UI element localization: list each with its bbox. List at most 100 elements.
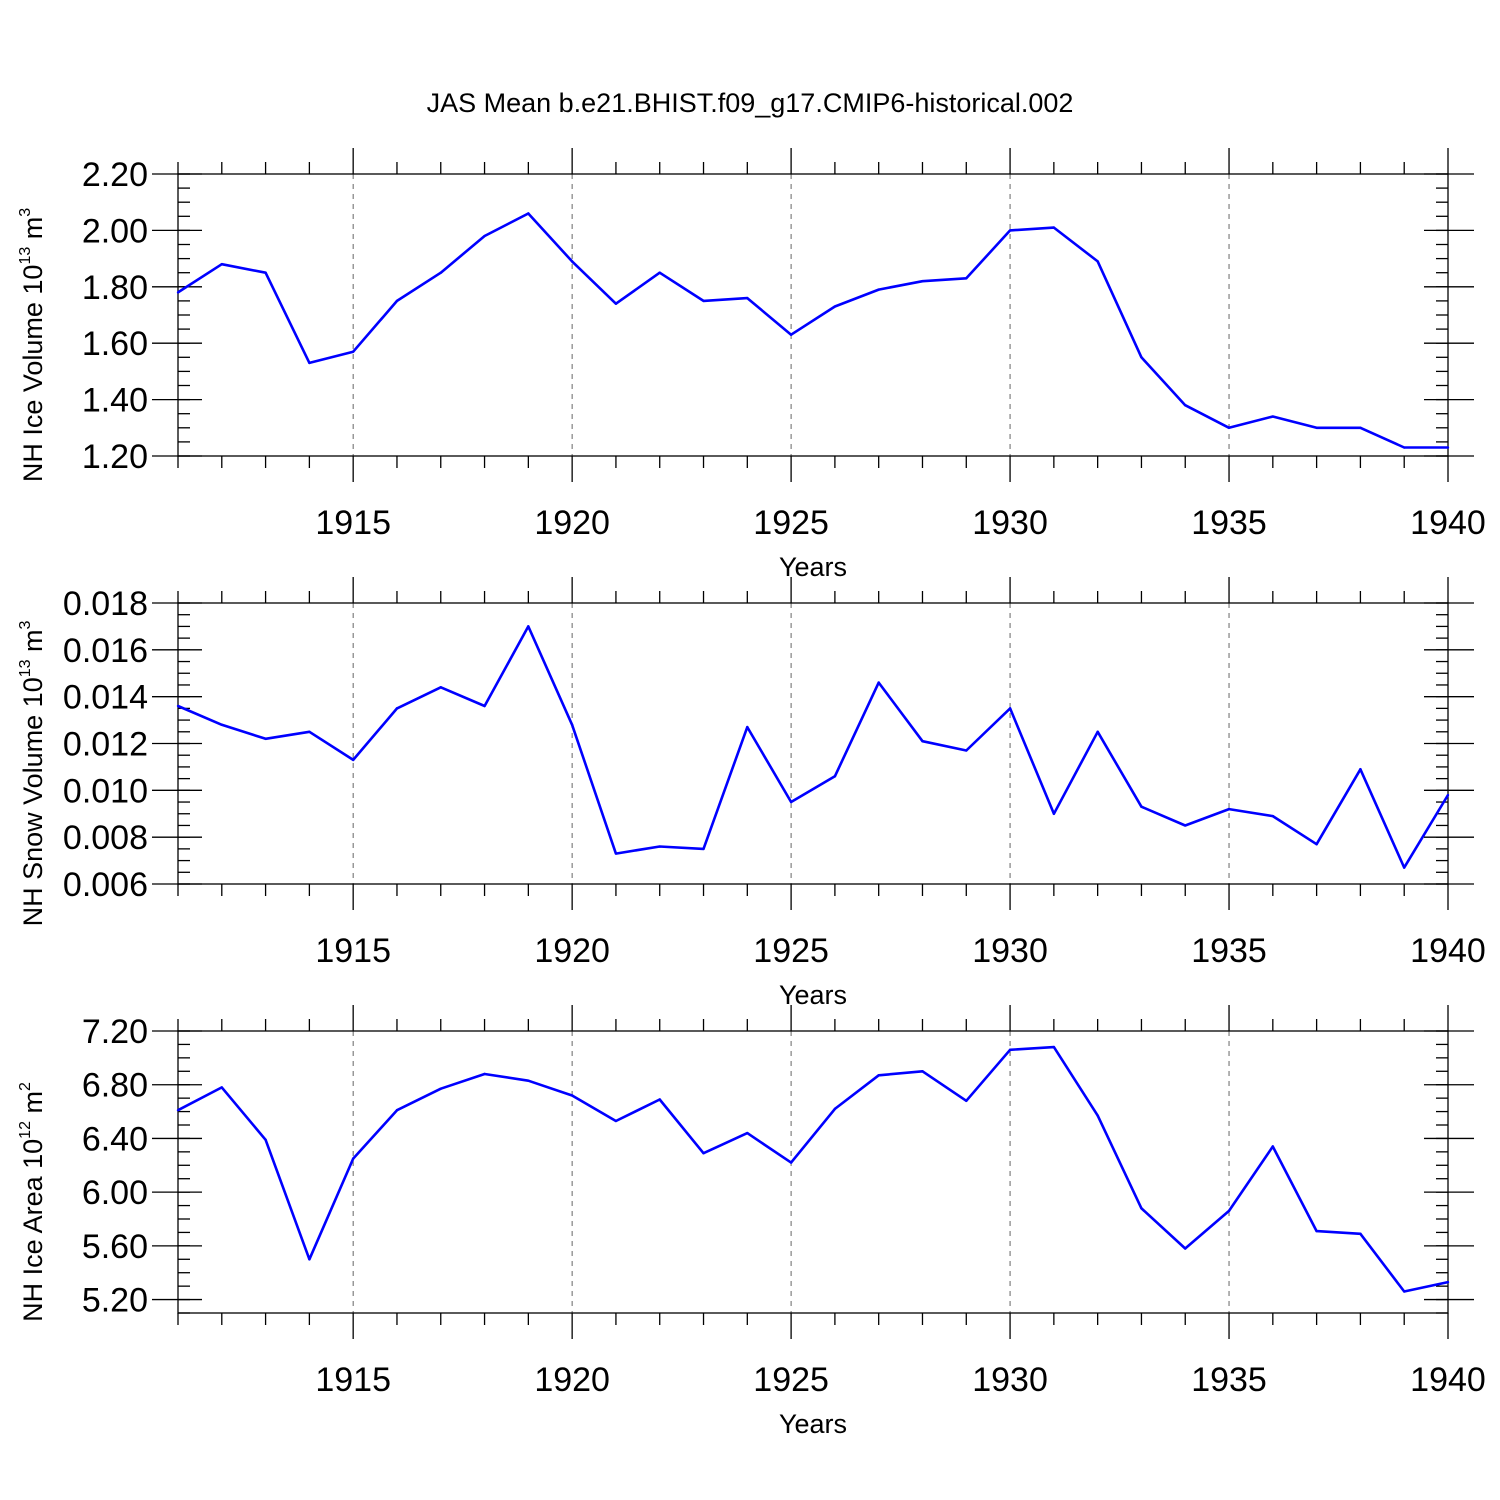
data-point (1184, 1247, 1187, 1250)
y-tick-label: 0.010 (63, 772, 148, 810)
data-point (395, 1109, 399, 1112)
data-point (833, 305, 837, 308)
x-tick-label: 1920 (534, 1361, 610, 1399)
data-point (176, 1109, 180, 1112)
data-point (1271, 1145, 1275, 1148)
y-axis-title: NH Ice Volume 1013 m3 (17, 208, 48, 482)
x-tick-label: 1915 (315, 932, 391, 970)
x-tick-label: 1935 (1191, 932, 1267, 970)
data-point (1446, 446, 1450, 449)
data-point (308, 1258, 311, 1261)
series-line (177, 625, 1450, 869)
data-point (527, 212, 530, 215)
data-point (570, 260, 574, 263)
y-axis-title-exponent: 13 (17, 659, 34, 677)
y-axis-title-text: NH Ice Area 10 (18, 1139, 48, 1322)
data-point (570, 1094, 574, 1097)
y-tick-label: 1.80 (82, 269, 148, 307)
x-tick-label: 1940 (1410, 932, 1486, 970)
data-point (483, 1072, 486, 1076)
data-point (1184, 824, 1187, 827)
data-point (351, 1157, 355, 1160)
y-axis-title-unit: m (18, 217, 48, 247)
data-point (746, 725, 749, 729)
panel-2: 0.006 0.008 0.010 0.012 0.014 0.016 0.018 1915 1… (17, 577, 1486, 1010)
data-point (176, 291, 180, 294)
data-point (658, 1098, 661, 1101)
data-point (439, 271, 442, 274)
plot-frame (177, 1030, 1449, 1314)
data-point (1446, 1280, 1450, 1284)
data-point (1227, 1209, 1231, 1213)
data-point (1096, 1114, 1099, 1117)
data-point (220, 1086, 223, 1089)
data-point (1052, 812, 1056, 815)
y-axis-title-exponent: 13 (17, 247, 34, 265)
data-point (1008, 707, 1012, 710)
data-point (1359, 426, 1362, 429)
y-tick-label: 2.00 (82, 212, 148, 250)
data-point (1315, 426, 1318, 429)
data-point (1359, 768, 1362, 771)
y-tick-label: 1.20 (82, 438, 148, 476)
x-tick-label: 1935 (1191, 1361, 1267, 1399)
data-point (1227, 426, 1231, 429)
data-point (439, 686, 442, 689)
x-axis-title: Years (779, 1409, 847, 1439)
data-point (965, 749, 968, 752)
figure-title: JAS Mean b.e21.BHIST.f09_g17.CMIP6-histo… (427, 88, 1074, 118)
data-point (1052, 226, 1056, 229)
data-point (351, 350, 355, 353)
data-point (1096, 730, 1099, 733)
data-point (1403, 1290, 1406, 1293)
y-axis-title-unit: m (18, 629, 48, 659)
y-tick-label: 0.018 (63, 585, 148, 623)
y-tick-label: 6.80 (82, 1067, 148, 1105)
y-axis-title-exponent: 12 (17, 1121, 34, 1139)
x-tick-label: 1930 (972, 932, 1048, 970)
y-tick-label: 0.006 (63, 866, 148, 904)
data-point (614, 852, 618, 855)
data-point (614, 1119, 618, 1123)
y-tick-label: 2.20 (82, 156, 148, 194)
data-point (308, 730, 311, 733)
data-point (965, 277, 968, 280)
y-tick-label: 6.40 (82, 1120, 148, 1158)
data-point (395, 707, 399, 710)
data-point (1052, 1045, 1056, 1049)
x-axis-title: Years (779, 552, 847, 582)
data-point (877, 288, 880, 291)
data-point (1008, 1048, 1012, 1052)
data-point (877, 681, 880, 684)
data-point (702, 847, 705, 851)
x-tick-label: 1940 (1410, 1361, 1486, 1399)
data-point (176, 704, 180, 708)
data-point (220, 723, 223, 726)
data-point (395, 299, 399, 303)
y-axis-title-text: NH Ice Volume 10 (18, 265, 48, 483)
data-point (439, 1087, 442, 1090)
data-point (1008, 229, 1012, 232)
data-point (1140, 1207, 1143, 1210)
y-tick-label: 5.20 (82, 1282, 148, 1320)
data-point (789, 800, 793, 804)
data-point (1315, 1229, 1318, 1233)
y-tick-label: 1.40 (82, 382, 148, 420)
y-axis-title-unit: m (18, 1091, 48, 1121)
data-point (351, 758, 355, 762)
y-axis-title: NH Ice Area 1012 m2 (17, 1082, 48, 1322)
data-point (921, 1070, 924, 1073)
x-tick-label: 1925 (753, 932, 829, 970)
data-point (1403, 446, 1406, 449)
data-point (921, 279, 924, 283)
data-point (483, 234, 486, 238)
y-tick-label: 0.012 (63, 726, 148, 764)
x-tick-label: 1935 (1191, 504, 1267, 542)
data-point (877, 1074, 880, 1077)
y-tick-label: 5.60 (82, 1228, 148, 1266)
data-point (264, 737, 267, 741)
y-tick-label: 0.016 (63, 632, 148, 670)
data-point (264, 1138, 267, 1141)
data-point (1446, 793, 1450, 797)
data-point (483, 704, 486, 708)
